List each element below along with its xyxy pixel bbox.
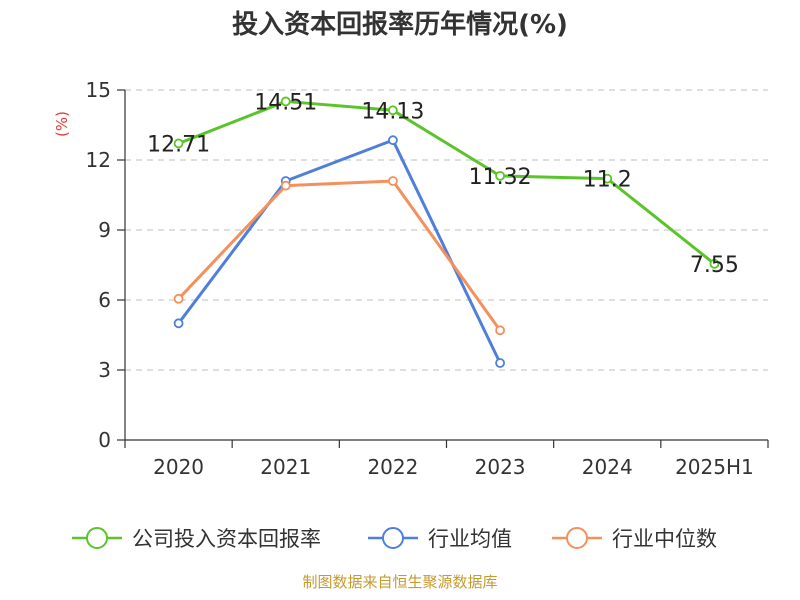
y-tick-label: 6: [98, 288, 111, 312]
y-tick-label: 12: [86, 148, 111, 172]
x-tick-label: 2020: [153, 455, 204, 479]
axes: 0 3 6 9 12 15 2020 2021 2022 2023 2024 2025H1: [86, 78, 769, 479]
data-point: [173, 138, 184, 149]
x-tick-label: 2024: [582, 455, 633, 479]
data-labels: 12.71 14.51 14.13 11.32 11.2 7.55: [147, 90, 739, 277]
data-point: [388, 135, 398, 146]
series-layer: [173, 96, 720, 368]
x-tick-label: 2021: [260, 455, 311, 479]
legend-marker-icon: [86, 527, 108, 549]
legend-marker-icon: [382, 527, 404, 549]
data-point: [495, 325, 505, 336]
data-point: [173, 293, 184, 304]
data-point: [602, 173, 613, 184]
data-point: [388, 176, 398, 186]
gridlines: [125, 89, 768, 371]
series-line: [178, 99, 716, 266]
data-label: 14.51: [254, 90, 317, 115]
x-tick-label: 2023: [475, 455, 526, 479]
data-point: [280, 180, 291, 191]
legend: 公司投入资本回报率 行业均值 行业中位数: [72, 527, 717, 551]
chart-title: 投入资本回报率历年情况(%): [232, 9, 568, 40]
x-tick-label: 2022: [367, 455, 418, 479]
series-line: [177, 138, 502, 364]
data-point: [388, 105, 398, 116]
data-point: [495, 358, 505, 368]
data-label: 11.32: [469, 165, 532, 190]
y-axis-unit: (%): [53, 111, 71, 137]
data-label: 14.13: [361, 99, 424, 124]
y-tick-label: 3: [98, 358, 111, 382]
legend-label: 行业均值: [428, 527, 512, 551]
data-label: 11.2: [583, 168, 632, 193]
legend-marker-icon: [566, 527, 588, 549]
legend-item: 公司投入资本回报率: [72, 527, 321, 551]
series-line: [177, 179, 502, 332]
legend-item: 行业中位数: [552, 527, 717, 551]
y-tick-label: 0: [98, 428, 111, 452]
data-point: [173, 318, 184, 329]
source-note: 制图数据来自恒生聚源数据库: [302, 573, 497, 591]
x-tick-label: 2025H1: [675, 455, 754, 479]
data-label: 12.71: [147, 132, 210, 157]
data-point: [495, 170, 505, 181]
data-point: [280, 96, 291, 107]
data-label: 7.55: [690, 253, 739, 278]
legend-label: 行业中位数: [612, 527, 717, 551]
legend-label: 公司投入资本回报率: [132, 527, 321, 551]
legend-item: 行业均值: [368, 527, 512, 551]
y-tick-label: 9: [98, 218, 111, 242]
y-tick-label: 15: [86, 78, 111, 102]
data-point: [709, 258, 720, 269]
